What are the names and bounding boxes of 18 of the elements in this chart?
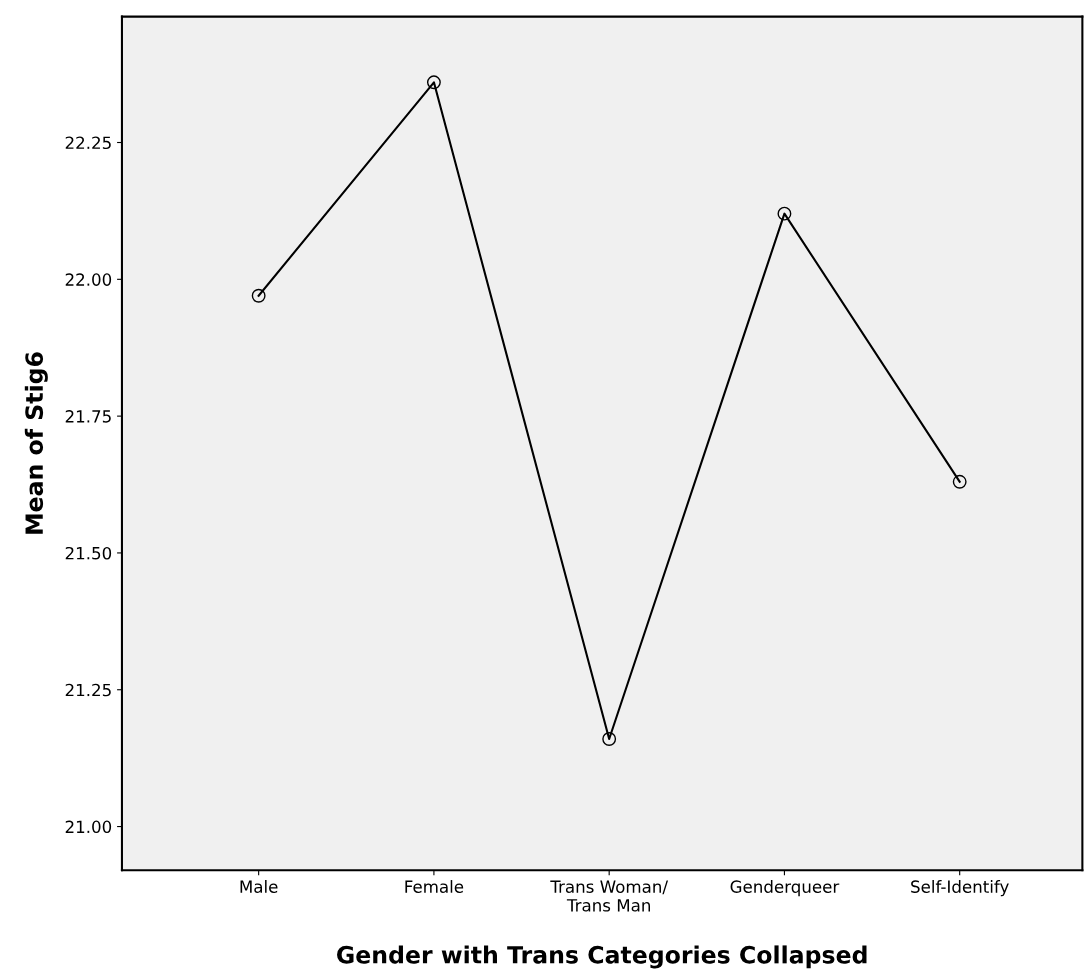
- y-tick-label: 21.50: [65, 546, 112, 560]
- y-tick-label: 21.00: [65, 820, 112, 834]
- x-tick-label: Self-Identify: [911, 880, 1009, 897]
- point: [952, 474, 967, 489]
- x-axis-title: Gender with Trans Categories Collapsed: [337, 945, 867, 969]
- point: [777, 206, 792, 221]
- y-tick-label: 21.75: [65, 410, 111, 423]
- y-axis-title: Mean of Stig6: [24, 352, 48, 534]
- y-tick-label: 21.25: [65, 683, 111, 697]
- y-tick-label: 22.00: [65, 273, 112, 286]
- x-tick-label: Trans Woman/ Trans Man: [550, 880, 668, 912]
- x-tick-label: Genderqueer: [730, 880, 840, 897]
- point: [602, 732, 617, 746]
- x-tick-label: Female: [405, 880, 464, 893]
- x-tick-label: Male: [240, 880, 278, 893]
- point: [251, 288, 266, 303]
- y-tick-label: 22.25: [65, 136, 111, 150]
- point: [426, 75, 441, 90]
